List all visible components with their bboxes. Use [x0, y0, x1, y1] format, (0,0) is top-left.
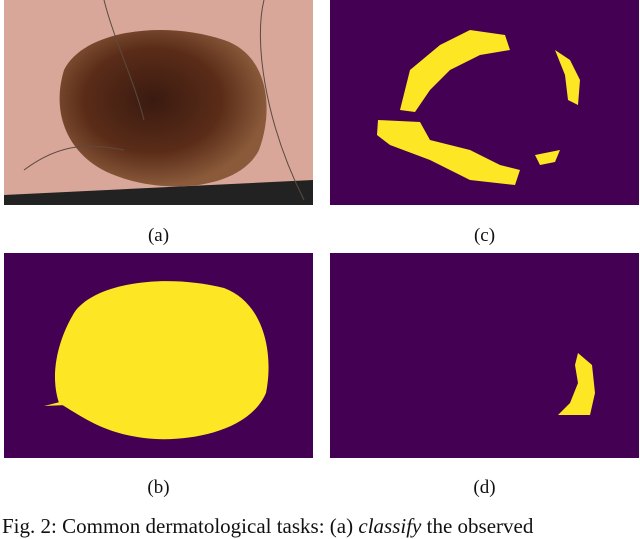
caption-prefix: Fig. 2: Common dermatological tasks: (a): [2, 514, 359, 538]
panel-d-mask: [330, 253, 639, 458]
panel-c-mask: [330, 0, 639, 205]
figure-caption: Fig. 2: Common dermatological tasks: (a)…: [2, 514, 533, 539]
panel-a-lesion-image: [4, 0, 313, 205]
panel-d-label: (d): [473, 477, 496, 498]
caption-emphasis: classify: [358, 514, 422, 538]
panel-b-mask: [4, 253, 313, 458]
caption-suffix: the observed: [421, 514, 534, 538]
panel-b-label: (b): [147, 477, 170, 498]
panel-a-label: (a): [147, 225, 170, 246]
panel-c-label: (c): [473, 225, 496, 246]
